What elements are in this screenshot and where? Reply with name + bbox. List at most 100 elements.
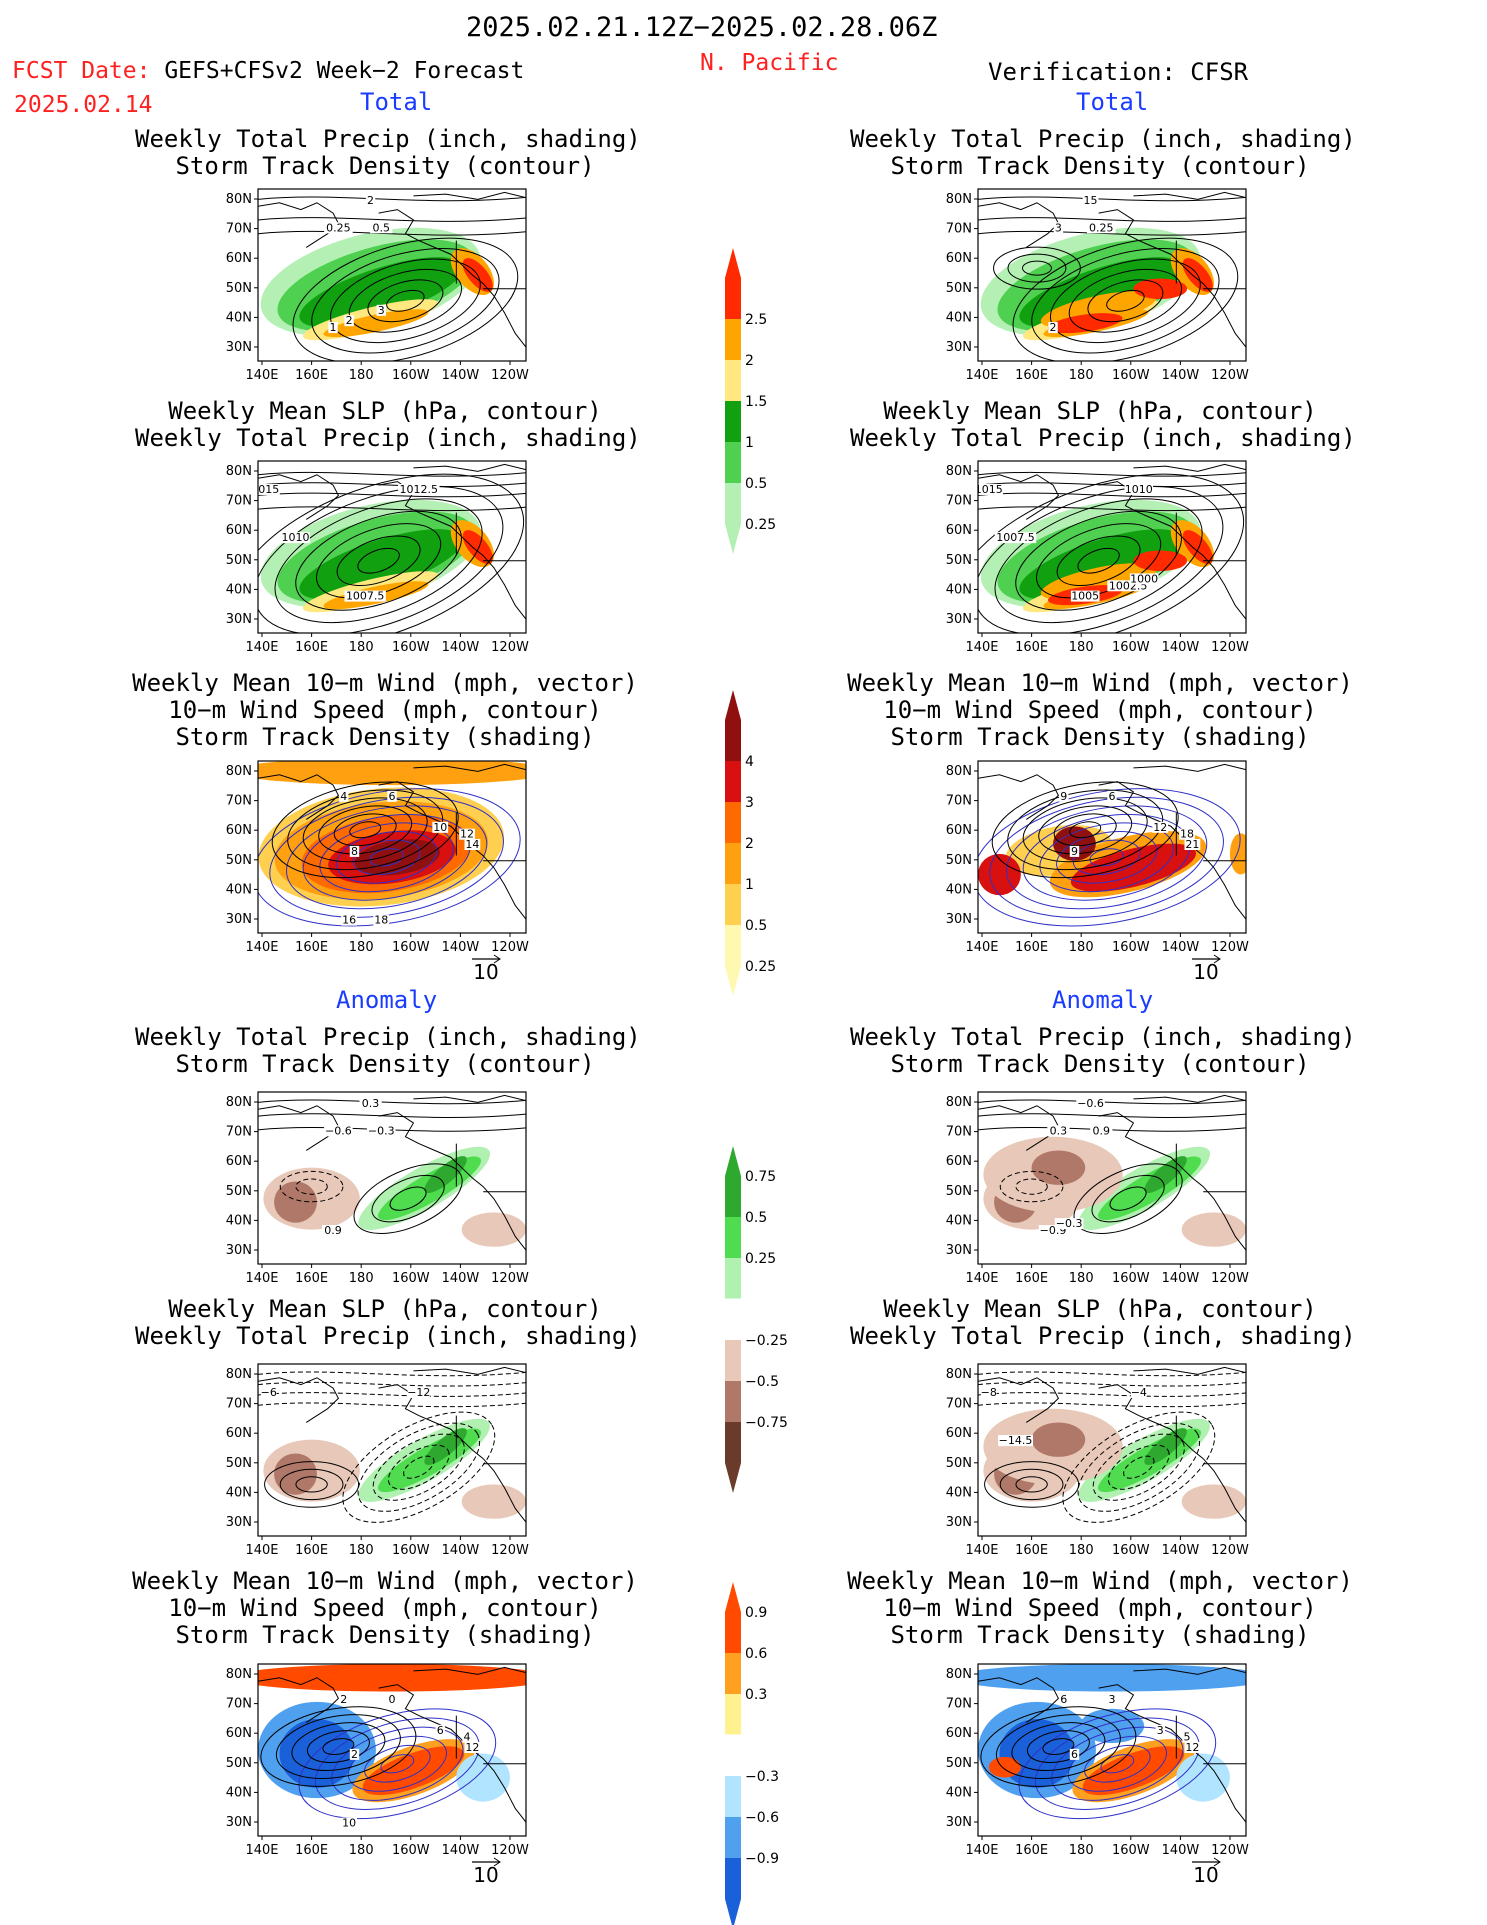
lat-tick-label: 80N xyxy=(226,1095,252,1110)
contour-line xyxy=(1092,1433,1185,1501)
coast-arctic xyxy=(413,1094,526,1103)
lon-tick-label: 140W xyxy=(1162,1543,1200,1558)
colorbar-label: 0.3 xyxy=(745,1687,767,1703)
lon-tick-label: 140E xyxy=(245,1543,278,1558)
colorbar-cap-top xyxy=(725,248,741,278)
panel-fc-slp: 015 1012.5 1010 1007.5 80N 70N 60N 50N 40N 30N 140… xyxy=(226,460,529,655)
lon-tick-label: 140E xyxy=(245,640,278,655)
contour-line xyxy=(347,1735,448,1792)
contour-label: −0.3 xyxy=(1056,1217,1083,1230)
contour-line xyxy=(318,805,413,855)
vector-ref-label: 10 xyxy=(1193,960,1218,984)
vector-ref-arrowhead xyxy=(1213,954,1221,964)
contour-label: 9 xyxy=(1060,790,1067,803)
contour-line xyxy=(978,473,1245,633)
contour-line xyxy=(1031,248,1220,354)
lat-tick-label: 40N xyxy=(946,1785,972,1800)
coast-asia xyxy=(258,1677,340,1723)
contour-label: −0.3 xyxy=(368,1124,395,1137)
contour-line xyxy=(372,1433,465,1501)
precip-shade xyxy=(323,309,429,338)
storm-shade xyxy=(1070,843,1197,892)
contour-line xyxy=(271,781,459,879)
contour-label: 2 xyxy=(1050,321,1057,334)
contour-label-bg xyxy=(1184,1742,1201,1753)
storm-anom-shade xyxy=(988,1756,1021,1778)
contour-line xyxy=(258,473,525,633)
contour-line xyxy=(302,797,428,863)
lat-tick-label: 40N xyxy=(946,1213,972,1228)
contour-label: 6 xyxy=(389,790,396,803)
contour-label-bg xyxy=(435,1724,445,1736)
lon-tick-label: 160E xyxy=(1015,1543,1048,1558)
colorbar-segment xyxy=(725,1612,741,1653)
contour-label: 2 xyxy=(346,314,353,327)
lon-tick-label: 180 xyxy=(349,940,374,955)
lat-tick-label: 70N xyxy=(226,794,252,809)
contour-label-bg xyxy=(1059,1693,1069,1705)
lat-tick-label: 40N xyxy=(946,1485,972,1500)
lat-tick-label: 30N xyxy=(946,1815,972,1830)
contour-line xyxy=(978,788,1241,927)
precip-anom-shade xyxy=(461,1484,526,1519)
lat-tick-label: 80N xyxy=(226,464,252,479)
contour-line xyxy=(1026,1730,1090,1763)
lon-tick-label: 140E xyxy=(245,940,278,955)
lon-tick-label: 160W xyxy=(1112,1543,1150,1558)
contour-line xyxy=(1039,822,1174,893)
contour-label-bg xyxy=(994,532,1037,544)
contour-line xyxy=(1072,839,1141,875)
panel-vf-awind: 6 3 6 3 512 80N 70N 60N 50N 40N 30N 140E 160E 180 160W… xyxy=(946,1663,1249,1887)
lat-tick-label: 80N xyxy=(946,1367,972,1382)
contour-label-bg xyxy=(1107,790,1117,802)
contour-line xyxy=(978,1402,1246,1408)
contour-label: 6 xyxy=(1071,1748,1078,1761)
lat-tick-label: 50N xyxy=(946,853,972,868)
coast-arctic xyxy=(1133,1094,1246,1103)
lon-tick-label: 140E xyxy=(245,1843,278,1858)
contour-line xyxy=(291,1722,386,1771)
contour-label-bg xyxy=(1053,222,1064,234)
contour-label-bg xyxy=(344,315,354,327)
lon-tick-label: 160W xyxy=(1112,1271,1150,1286)
contour-label-bg xyxy=(464,1742,481,1753)
lat-tick-label: 80N xyxy=(226,192,252,207)
lon-tick-label: 140E xyxy=(965,1271,998,1286)
contour-label: 14 xyxy=(465,838,479,851)
lon-tick-label: 140E xyxy=(245,368,278,383)
lat-tick-label: 40N xyxy=(226,882,252,897)
contour-line xyxy=(1006,805,1208,910)
contour-line xyxy=(295,510,462,611)
coast-arctic xyxy=(1133,763,1246,772)
lon-tick-label: 140W xyxy=(1162,1843,1200,1858)
lon-tick-label: 180 xyxy=(1069,368,1094,383)
lon-tick-label: 160E xyxy=(295,640,328,655)
contour-label: 0.5 xyxy=(373,221,391,234)
colorbar-label: 0.9 xyxy=(745,1605,767,1621)
contour-line xyxy=(336,831,438,884)
lon-tick-label: 160E xyxy=(295,940,328,955)
contour-line xyxy=(258,486,504,633)
contour-label-bg xyxy=(998,1435,1034,1447)
contour-line xyxy=(991,781,1179,879)
contour-line xyxy=(403,1455,435,1479)
contour-label: 0.25 xyxy=(326,221,351,234)
contour-line xyxy=(1084,1744,1151,1783)
lat-tick-label: 60N xyxy=(226,1154,252,1169)
lat-tick-label: 40N xyxy=(946,882,972,897)
lat-tick-label: 50N xyxy=(946,553,972,568)
contour-line xyxy=(279,1468,344,1501)
lon-tick-label: 160W xyxy=(1112,640,1150,655)
panel-fill: −6 −12 xyxy=(258,1364,526,1536)
colorbar-segment xyxy=(725,1381,741,1422)
lon-tick-label: 160E xyxy=(1015,368,1048,383)
lat-tick-label: 30N xyxy=(946,612,972,627)
lat-tick-label: 30N xyxy=(946,1515,972,1530)
panel-fill: −8 −4 −14.5 xyxy=(978,1364,1246,1536)
date-range-title: 2025.02.21.12Z−2025.02.28.06Z xyxy=(466,12,938,43)
contour-label: −8 xyxy=(981,1386,997,1399)
panel-fc-aslp: −6 −12 80N 70N 60N 50N 40N 30N 140E 160E 180 160W 14… xyxy=(226,1363,529,1558)
contour-line xyxy=(286,805,488,910)
contour-label-bg xyxy=(1076,1097,1105,1109)
